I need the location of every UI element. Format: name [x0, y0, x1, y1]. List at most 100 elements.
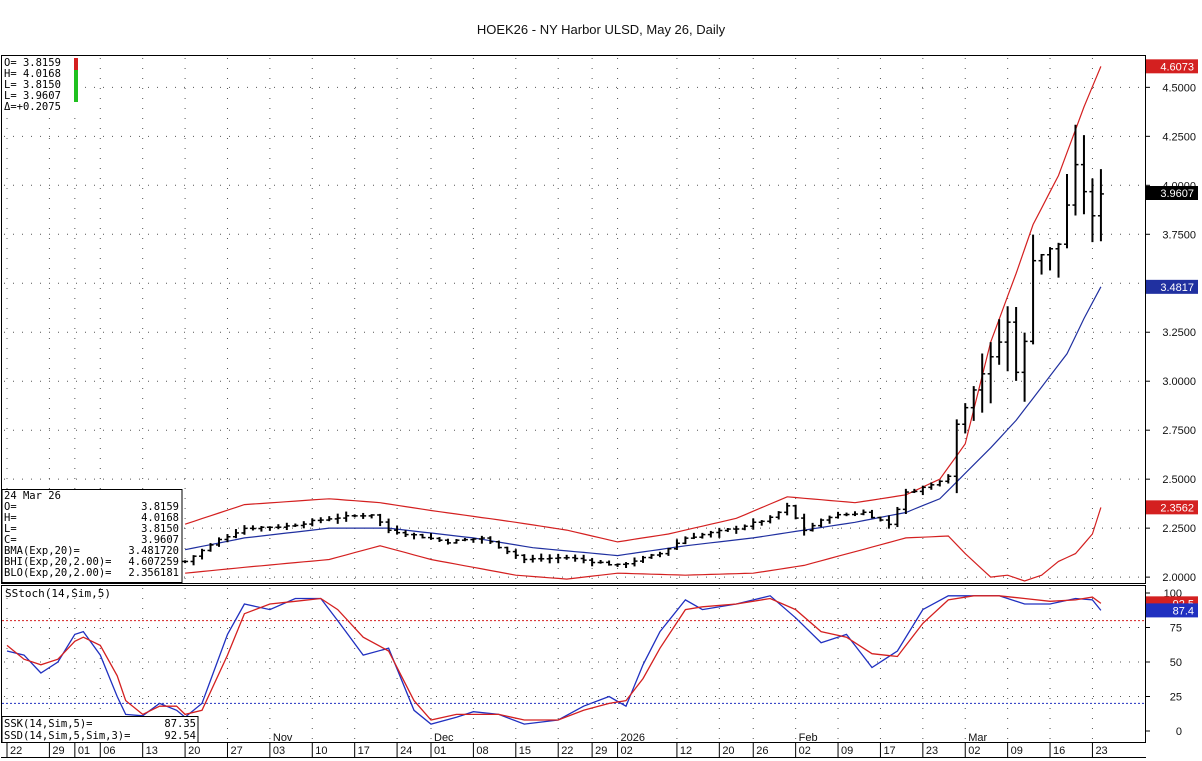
ohlc-bar: [868, 509, 875, 519]
ohlc-bar: [656, 551, 663, 558]
ohlc-bar: [300, 521, 307, 529]
ohlc-bar: [385, 518, 392, 534]
bollinger-bands: [184, 66, 1102, 582]
ohlc-bar: [1097, 169, 1104, 242]
middle-band-badge-bg: [1146, 279, 1198, 294]
ohlc-bar: [928, 482, 935, 490]
ohlc-bar: [589, 557, 596, 567]
ssk-badge-bg: [1146, 603, 1198, 618]
stoch-reference-lines: [2, 620, 1145, 704]
data-window-value: 3.8159: [141, 501, 179, 513]
ohlc-bar: [826, 515, 833, 524]
ohlc-bar: [860, 509, 867, 516]
ohlc-summary-box: O= 3.8159 H= 4.0168 L= 3.8150 L= 3.9607 …: [3, 57, 78, 113]
data-window-date: 24 Mar 26: [4, 490, 61, 502]
ohlc-line: O= 3.8159: [4, 57, 61, 69]
ssd-label: SSD(14,Sim,5,Sim,3)=: [4, 730, 130, 742]
ohlc-bar: [733, 525, 740, 534]
data-window-value: 3.481720: [128, 545, 179, 557]
ohlc-bar: [182, 560, 189, 564]
date-tick-label: 16: [1053, 745, 1065, 757]
date-tick-label: 20: [188, 745, 200, 757]
ssk-line: [6, 595, 1102, 725]
ohlc-bar: [690, 532, 697, 540]
stochastic-lines: [6, 595, 1102, 725]
ohlc-bar: [1021, 332, 1028, 402]
upper-band-line: [184, 66, 1102, 543]
ohlc-line: H= 4.0168: [4, 68, 61, 80]
date-tick-label: 09: [841, 745, 853, 757]
ohlc-bar: [275, 524, 282, 530]
ssk-value: 87.35: [164, 718, 196, 730]
ohlc-bar: [190, 555, 197, 566]
price-tick-label: 4.5000: [1162, 82, 1196, 94]
ohlc-bar: [801, 513, 808, 536]
lower-band-badge-bg: [1146, 500, 1198, 515]
data-window-label: C=: [4, 534, 17, 546]
ohlc-bar: [970, 386, 977, 421]
ohlc-bar: [902, 488, 909, 514]
ohlc-bar: [283, 522, 290, 531]
date-axis: 22 29 01 06 13 20 27 03 10 17 24 01 08 15 22 29 02 12 20 26…: [6, 732, 1108, 757]
stoch-tick-label: 0: [1176, 726, 1182, 738]
date-tick-label: 01: [434, 745, 446, 757]
ohlc-bar: [453, 539, 460, 544]
ohlc-bar: [495, 540, 502, 549]
date-tick-label: 02: [621, 745, 633, 757]
ohlc-bar: [996, 319, 1003, 365]
ohlc-bar: [758, 520, 765, 526]
ohlc-bar: [818, 518, 825, 528]
ohlc-bar: [809, 522, 816, 532]
ohlc-bar: [885, 515, 892, 529]
ohlc-bar: [444, 538, 451, 545]
ohlc-bar: [699, 532, 706, 539]
data-window-label: L=: [4, 523, 17, 535]
ohlc-bar: [741, 524, 748, 531]
data-window: 24 Mar 26 O= 3.8159 H= 4.0168 L= 3.8150 C= 3.96…: [1, 489, 183, 583]
ohlc-bar: [546, 554, 553, 564]
date-tick-label: 29: [595, 745, 607, 757]
ohlc-bar: [767, 515, 774, 524]
data-window-label: BMA(Exp,20)=: [4, 545, 80, 557]
ohlc-bar: [1030, 234, 1037, 345]
ohlc-bar: [953, 419, 960, 494]
ohlc-bar: [470, 538, 477, 543]
ohlc-bar: [419, 533, 426, 539]
date-tick-label: 12: [680, 745, 692, 757]
data-window-label: H=: [4, 512, 17, 524]
ohlc-bar: [521, 554, 528, 564]
date-tick-label: 01: [78, 745, 90, 757]
ohlc-bar: [716, 527, 723, 538]
month-label: Nov: [273, 732, 293, 744]
upper-band-badge: 4.6073: [1160, 61, 1194, 73]
ohlc-bar: [1038, 253, 1045, 275]
date-tick-label: 10: [315, 745, 327, 757]
ohlc-bar: [249, 525, 256, 531]
date-tick-label: 02: [799, 745, 811, 757]
price-tick-label: 4.2500: [1162, 131, 1196, 143]
stoch-panel-frame: [1, 585, 1146, 743]
ohlc-bar: [216, 537, 222, 547]
ohlc-bar: [563, 554, 570, 560]
ohlc-bar: [1072, 124, 1079, 216]
ohlc-bar: [606, 560, 613, 566]
ohlc-bar: [394, 525, 401, 535]
close-price-badge-bg: [1146, 186, 1198, 201]
lower-band-line: [185, 507, 1102, 582]
date-tick-label: 20: [722, 745, 734, 757]
ohlc-bar: [631, 557, 638, 567]
ohlc-bar: [877, 516, 884, 522]
lower-band-badge: 2.3562: [1160, 502, 1194, 514]
ohlc-bar: [1064, 174, 1070, 249]
ohlc-bar: [962, 403, 969, 434]
data-window-value: 2.356181: [128, 567, 179, 579]
ohlc-bar: [894, 506, 901, 528]
ohlc-bar: [614, 563, 621, 567]
price-tick-label: 3.0000: [1162, 376, 1196, 388]
ohlc-bar: [411, 532, 418, 540]
ohlc-bar: [665, 547, 672, 556]
ohlc-bar: [368, 514, 375, 519]
ohlc-bar: [555, 553, 562, 564]
ohlc-bar: [224, 534, 231, 543]
